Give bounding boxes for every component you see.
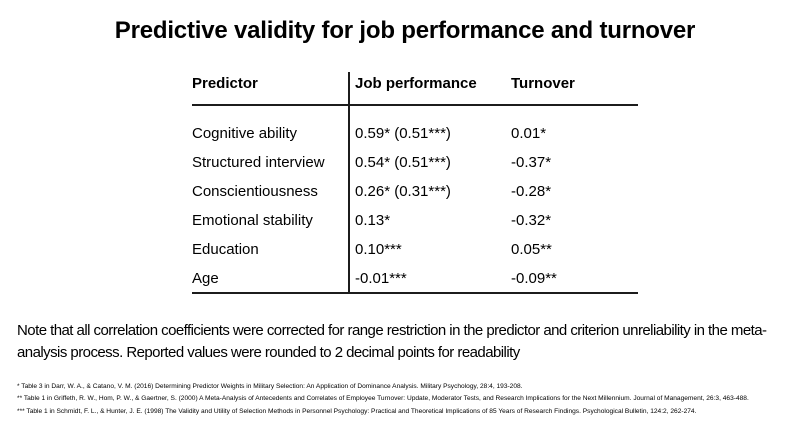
cell-turnover: 0.05** <box>511 241 552 258</box>
cell-turnover: -0.28* <box>511 183 552 200</box>
cell-turnover: -0.09** <box>511 264 638 294</box>
table-row: Education 0.10*** 0.05** <box>192 235 638 264</box>
column-header-predictor: Predictor <box>192 72 349 106</box>
column-header-turnover: Turnover <box>511 72 638 106</box>
cell-predictor: Structured interview <box>192 154 325 171</box>
table-row: Emotional stability 0.13* -0.32* <box>192 206 638 235</box>
footnote: ** Table 1 in Griffeth, R. W., Hom, P. W… <box>17 395 749 403</box>
cell-turnover: -0.32* <box>511 212 552 229</box>
cell-predictor: Conscientiousness <box>192 183 318 200</box>
cell-job-performance: 0.13* <box>348 206 511 235</box>
cell-job-performance: 0.26* (0.31***) <box>348 177 511 206</box>
validity-table-container: Predictor Job performance Turnover Cogni… <box>192 72 638 294</box>
table-spacer-row <box>192 105 638 119</box>
table-row: Structured interview 0.54* (0.51***) -0.… <box>192 148 638 177</box>
validity-table: Predictor Job performance Turnover Cogni… <box>192 72 638 294</box>
cell-predictor: Age <box>192 264 349 294</box>
footnotes: * Table 3 in Darr, W. A., & Catano, V. M… <box>17 381 807 418</box>
cell-job-performance: 0.10*** <box>348 235 511 264</box>
cell-predictor: Education <box>192 241 259 258</box>
cell-predictor: Emotional stability <box>192 212 313 229</box>
page-title: Predictive validity for job performance … <box>114 17 696 44</box>
note-text: Note that all correlation coefficients w… <box>17 322 767 361</box>
cell-job-performance: 0.59* (0.51***) <box>348 119 511 148</box>
cell-turnover: 0.01* <box>511 125 547 142</box>
footnote: *** Table 1 in Schmidt, F. L., & Hunter,… <box>17 407 697 415</box>
table-row: Cognitive ability 0.59* (0.51***) 0.01* <box>192 119 638 148</box>
table-row: Conscientiousness 0.26* (0.31***) -0.28* <box>192 177 638 206</box>
cell-job-performance: 0.54* (0.51***) <box>348 148 511 177</box>
cell-job-performance: -0.01*** <box>348 264 511 294</box>
column-header-job-performance: Job performance <box>348 72 511 106</box>
cell-predictor: Cognitive ability <box>192 125 298 142</box>
footnote: * Table 3 in Darr, W. A., & Catano, V. M… <box>17 383 523 390</box>
table-header-row: Predictor Job performance Turnover <box>192 72 638 106</box>
cell-turnover: -0.37* <box>511 154 552 171</box>
table-row: Age -0.01*** -0.09** <box>192 264 638 294</box>
